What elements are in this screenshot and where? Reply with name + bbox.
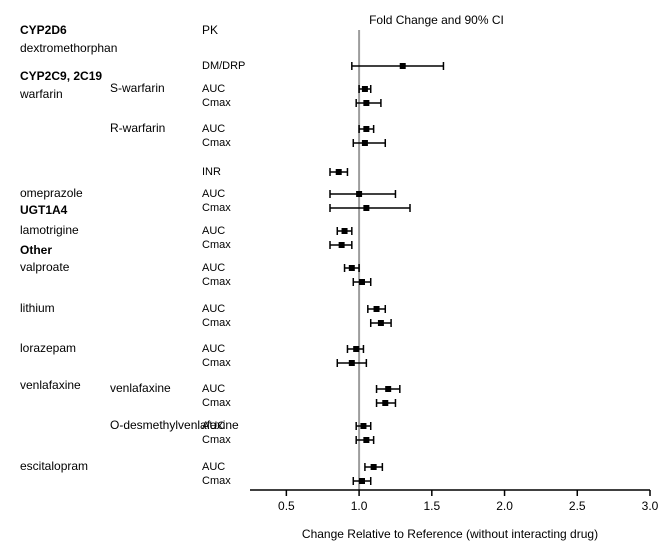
row-label-pk: AUC — [202, 123, 225, 135]
x-tick-label: 3.0 — [642, 499, 659, 513]
row-label-col2: venlafaxine — [110, 381, 171, 395]
row-label-col1: dextromethorphan — [20, 41, 117, 55]
x-tick-label: 1.5 — [423, 499, 440, 513]
forest-plot-chart: Fold Change and 90% CI PK 0.5 1.0 1.5 2.0 2.5 3… — [0, 0, 671, 553]
row-label-pk: AUC — [202, 461, 225, 473]
row-label-col1: CYP2C9, 2C19 — [20, 69, 102, 83]
row-label-pk: AUC — [202, 262, 225, 274]
row-label-pk: AUC — [202, 225, 225, 237]
row-label-pk: Cmax — [202, 317, 231, 329]
row-label-pk: AUC — [202, 420, 225, 432]
row-label-col1: lithium — [20, 301, 55, 315]
row-label-pk: AUC — [202, 343, 225, 355]
row-label-col1: Other — [20, 243, 52, 257]
row-label-pk: Cmax — [202, 239, 231, 251]
row-label-pk: Cmax — [202, 475, 231, 487]
row-label-pk: Cmax — [202, 97, 231, 109]
row-label-col1: venlafaxine — [20, 378, 81, 392]
chart-svg: Fold Change and 90% CI PK 0.5 1.0 1.5 2.0 2.5 3… — [0, 0, 671, 553]
row-label-col1: omeprazole — [20, 186, 83, 200]
row-label-pk: AUC — [202, 383, 225, 395]
row-label-col1: lorazepam — [20, 341, 76, 355]
row-label-pk: Cmax — [202, 202, 231, 214]
row-label-pk: Cmax — [202, 276, 231, 288]
row-label-col1: warfarin — [19, 87, 63, 101]
pk-header: PK — [202, 23, 218, 37]
x-axis-label: Change Relative to Reference (without in… — [302, 527, 598, 541]
row-label-pk: Cmax — [202, 397, 231, 409]
row-label-col1: CYP2D6 — [20, 23, 67, 37]
row-label-col1: lamotrigine — [20, 223, 79, 237]
row-label-col1: escitalopram — [20, 459, 88, 473]
row-label-pk: AUC — [202, 303, 225, 315]
row-label-pk: AUC — [202, 83, 225, 95]
row-label-col1: valproate — [20, 260, 70, 274]
row-label-col1: UGT1A4 — [20, 203, 68, 217]
row-label-col2: S-warfarin — [110, 81, 165, 95]
x-tick-label: 2.5 — [569, 499, 586, 513]
x-tick-label: 1.0 — [351, 499, 368, 513]
x-tick-label: 2.0 — [496, 499, 513, 513]
row-label-pk: INR — [202, 166, 221, 178]
row-label-pk: Cmax — [202, 137, 231, 149]
row-label-pk: Cmax — [202, 357, 231, 369]
row-label-pk: AUC — [202, 188, 225, 200]
x-tick-label: 0.5 — [278, 499, 295, 513]
row-label-col2: R-warfarin — [110, 121, 165, 135]
row-label-pk: DM/DRP — [202, 60, 245, 72]
row-label-pk: Cmax — [202, 434, 231, 446]
chart-title: Fold Change and 90% CI — [369, 13, 504, 27]
